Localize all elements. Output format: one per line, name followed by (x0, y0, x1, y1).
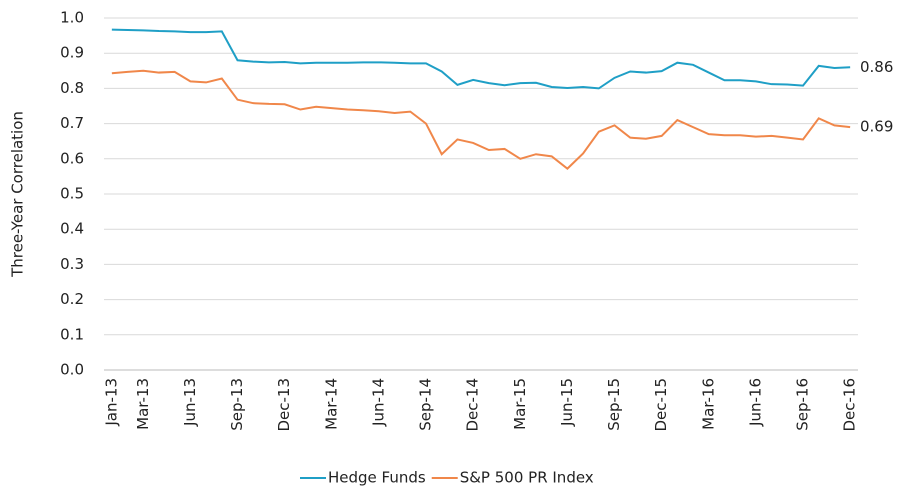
x-tick-label: Mar-13 (134, 378, 152, 430)
y-tick-label: 0.2 (60, 290, 84, 308)
x-tick-label: Mar-16 (699, 378, 717, 430)
y-tick-label: 0.9 (60, 44, 84, 62)
y-tick-label: 0.1 (60, 325, 84, 343)
y-axis-label: Three-Year Correlation (9, 111, 27, 278)
legend-label: Hedge Funds (328, 469, 426, 487)
x-tick-label: Sep-16 (794, 378, 812, 431)
x-tick-label: Mar-14 (322, 378, 340, 430)
x-tick-label: Jan-13 (102, 378, 120, 427)
x-tick-label: Jun-14 (369, 378, 387, 427)
x-tick-label: Jun-16 (746, 378, 764, 427)
end-value-label: 0.86 (860, 58, 893, 76)
x-tick-label: Sep-15 (605, 378, 623, 431)
series-line (111, 28, 851, 90)
x-tick-label: Dec-16 (841, 378, 859, 432)
x-tick-label: Sep-14 (417, 378, 435, 431)
x-tick-label: Dec-13 (275, 378, 293, 432)
end-value-label: 0.69 (860, 118, 893, 136)
y-tick-label: 0.8 (60, 79, 84, 97)
x-tick-label: Sep-13 (228, 378, 246, 431)
x-tick-label: Mar-15 (511, 378, 529, 430)
y-tick-label: 0.7 (60, 114, 84, 132)
x-tick-label: Dec-15 (652, 378, 670, 432)
x-tick-label: Dec-14 (464, 378, 482, 432)
y-tick-label: 1.0 (60, 9, 84, 27)
y-tick-label: 0.0 (60, 361, 84, 379)
y-tick-label: 0.3 (60, 255, 84, 273)
y-tick-label: 0.5 (60, 185, 84, 203)
y-tick-label: 0.4 (60, 220, 84, 238)
series-line (111, 69, 851, 170)
legend-label: S&P 500 PR Index (460, 469, 594, 487)
y-tick-label: 0.6 (60, 149, 84, 167)
x-tick-label: Jun-15 (558, 378, 576, 427)
x-tick-label: Jun-13 (181, 378, 199, 427)
